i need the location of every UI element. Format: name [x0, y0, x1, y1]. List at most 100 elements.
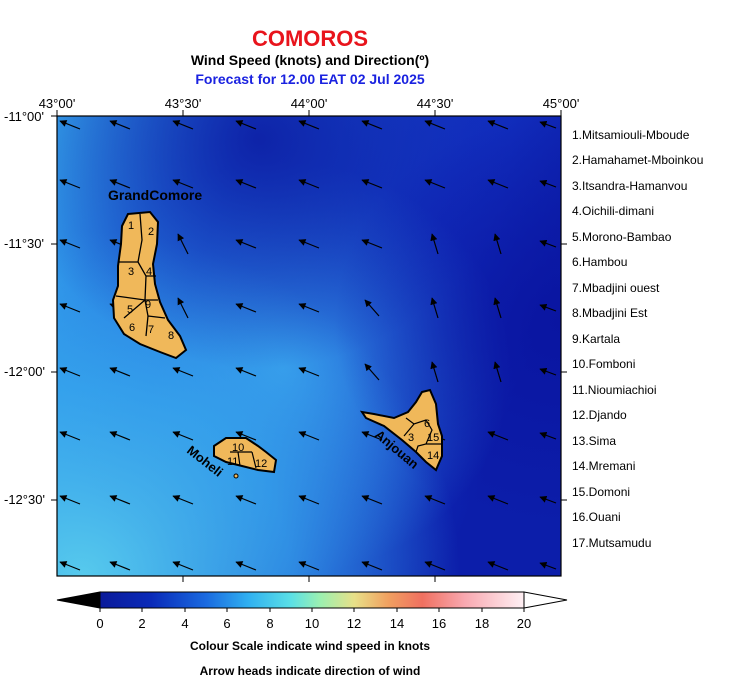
wind-speed-field: [57, 116, 561, 576]
wind-arrow: [430, 297, 439, 319]
legend-item: 5.Morono-Bambao: [572, 230, 672, 244]
wind-arrow: [109, 179, 131, 189]
x-tick-label: 43°00': [38, 96, 76, 111]
wind-arrow: [539, 367, 557, 376]
wind-arrow: [59, 367, 81, 377]
legend-item: 9.Kartala: [572, 332, 621, 346]
region-number: 4: [146, 266, 152, 278]
legend-item: 1.Mitsamiouli-Mboude: [572, 128, 690, 142]
region-number: 9: [145, 299, 151, 311]
wind-arrow: [539, 431, 557, 440]
wind-arrow: [172, 561, 194, 571]
colorbar-label: 2: [138, 616, 146, 631]
wind-arrow: [59, 561, 81, 571]
wind-arrow: [424, 495, 446, 505]
colorbar-label: 6: [223, 616, 231, 631]
wind-arrow: [493, 361, 502, 383]
wind-arrow: [424, 120, 446, 130]
wind-arrow: [172, 179, 194, 189]
x-tick-label: 44°30': [416, 96, 454, 111]
map-subtitle: Wind Speed (knots) and Direction(º): [190, 52, 430, 68]
region-number: 14: [427, 450, 439, 462]
wind-arrow: [487, 120, 509, 130]
grand-comore-island: [111, 210, 188, 360]
region-number: 10: [232, 442, 244, 454]
wind-arrow: [430, 361, 439, 383]
wind-arrow: [235, 495, 257, 505]
wind-arrow: [424, 179, 446, 189]
colorbar: [56, 591, 568, 612]
wind-arrow: [109, 431, 131, 441]
wind-arrow: [235, 561, 257, 571]
y-tick-label: -12°00': [4, 364, 45, 379]
x-tick-label: 43°30': [164, 96, 202, 111]
moheli-island: [213, 437, 278, 479]
region-number: 2: [148, 226, 154, 238]
region-number: 3: [128, 266, 134, 278]
wind-arrow: [235, 303, 257, 313]
region-number: 11: [227, 456, 238, 468]
colorbar-label: 18: [474, 616, 490, 631]
wind-arrow: [361, 495, 383, 505]
wind-arrow: [539, 179, 557, 188]
x-tick-label: 44°00': [290, 96, 328, 111]
colorbar-over-triangle: [523, 591, 568, 609]
colorbar-label: 14: [389, 616, 405, 631]
region-number: 6: [424, 418, 430, 430]
wind-arrow: [235, 120, 257, 130]
wind-arrow: [487, 431, 509, 441]
wind-arrow: [235, 239, 257, 249]
colorbar-label: 12: [346, 616, 362, 631]
legend-item: 11.Nioumiachioi: [572, 383, 657, 397]
legend-item: 15.Domoni: [572, 485, 631, 499]
wind-arrow: [298, 495, 320, 505]
wind-arrow: [361, 120, 383, 130]
wind-arrow: [59, 431, 81, 441]
wind-arrow: [487, 179, 509, 189]
region-number: 8: [168, 330, 174, 342]
wind-arrow: [109, 495, 131, 505]
legend-item: 6.Hambou: [572, 255, 628, 269]
legend-item: 12.Djando: [572, 408, 627, 422]
wind-arrow: [298, 179, 320, 189]
wind-arrow: [59, 495, 81, 505]
colorbar-label: 16: [431, 616, 447, 631]
legend-item: 3.Itsandra-Hamanvou: [572, 179, 688, 193]
wind-arrow: [59, 303, 81, 313]
wind-arrow: [235, 179, 257, 189]
wind-arrow: [361, 431, 383, 441]
region-number: 15: [427, 432, 439, 444]
region-number: 1: [128, 220, 134, 232]
moheli-numbers: 10 11 12: [227, 442, 267, 470]
legend-item: 14.Mremani: [572, 459, 636, 473]
legend-item: 2.Hamahamet-Mboinkou: [572, 153, 704, 167]
legend-item: 7.Mbadjini ouest: [572, 281, 660, 295]
wind-arrow: [361, 561, 383, 571]
wind-arrow: [235, 367, 257, 377]
legend-item: 13.Sima: [572, 434, 617, 448]
wind-arrow: [361, 179, 383, 189]
anjouan-island: [359, 388, 443, 472]
wind-arrow: [539, 303, 557, 312]
wind-arrow: [493, 233, 502, 255]
y-tick-label: -11°00': [4, 109, 44, 124]
wind-arrow: [298, 120, 320, 130]
arrow-caption: Arrow heads indicate direction of wind: [199, 664, 421, 678]
wind-arrow: [172, 367, 194, 377]
colorbar-label: 20: [516, 616, 532, 631]
region-number: 6: [129, 322, 135, 334]
wind-arrow: [539, 495, 557, 504]
legend-item: 8.Mbadjini Est: [572, 306, 648, 320]
wind-arrow: [298, 431, 320, 441]
wind-arrow: [424, 561, 446, 571]
legend-item: 17.Mutsamudu: [572, 536, 652, 550]
wind-arrow: [298, 367, 320, 377]
grand-comore-numbers: 1 2 3 4 5 9 6 7 8: [127, 220, 174, 342]
region-number: 12: [255, 458, 267, 470]
wind-arrow: [364, 363, 380, 381]
wind-arrow: [59, 239, 81, 249]
legend-item: 16.Ouani: [572, 510, 621, 524]
wind-arrow: [430, 233, 439, 255]
wind-arrow: [364, 299, 380, 317]
wind-arrow: [172, 120, 194, 130]
